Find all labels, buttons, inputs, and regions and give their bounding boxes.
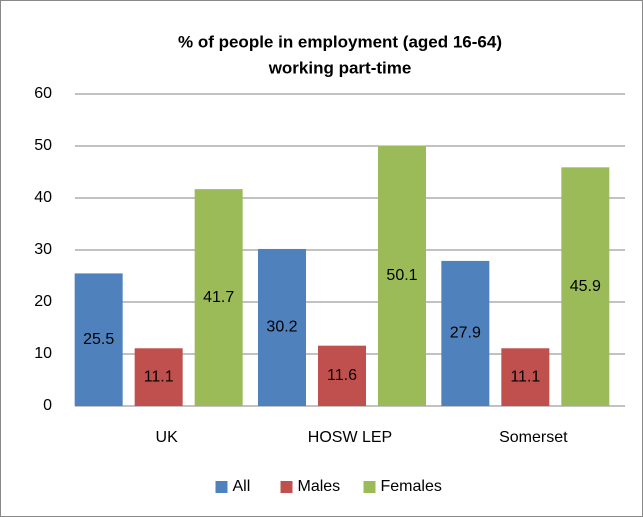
data-label: 27.9 [450, 325, 481, 342]
data-label: 50.1 [386, 267, 417, 284]
data-label: 45.9 [570, 278, 601, 295]
legend-label: Females [381, 478, 442, 495]
chart-title: working part-time [268, 58, 412, 77]
data-label: 11.1 [510, 368, 540, 385]
y-tick-label: 40 [34, 189, 52, 206]
y-tick-label: 50 [34, 137, 52, 154]
y-tick-label: 60 [34, 85, 52, 102]
bar [74, 273, 123, 406]
bar [441, 260, 490, 406]
data-label: 11.1 [144, 368, 174, 385]
data-label: 11.6 [327, 367, 357, 384]
bar [194, 189, 243, 406]
data-label: 41.7 [203, 289, 234, 306]
y-tick-label: 0 [43, 397, 52, 414]
chart-title: % of people in employment (aged 16-64) [178, 32, 502, 51]
x-tick-label: Somerset [499, 429, 568, 446]
y-tick-label: 20 [34, 293, 52, 310]
legend-label: All [233, 478, 251, 495]
bar [501, 348, 550, 406]
legend-label: Males [298, 478, 341, 495]
legend-swatch [363, 481, 376, 493]
bar [378, 145, 426, 407]
bar [318, 345, 366, 406]
y-tick-label: 30 [34, 241, 52, 258]
data-label: 25.5 [83, 331, 114, 348]
x-tick-label: HOSW LEP [308, 429, 392, 446]
bar [561, 167, 610, 406]
y-tick-label: 10 [34, 345, 52, 362]
bar [258, 248, 306, 406]
legend-swatch [215, 481, 228, 493]
bar [134, 348, 183, 406]
data-label: 30.2 [266, 319, 297, 336]
x-tick-label: UK [156, 429, 179, 446]
legend-swatch [280, 481, 293, 493]
